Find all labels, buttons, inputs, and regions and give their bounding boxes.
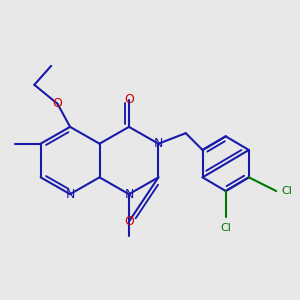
Text: N: N	[124, 188, 134, 201]
Text: O: O	[124, 215, 134, 228]
Text: N: N	[65, 188, 75, 201]
Text: Cl: Cl	[220, 223, 231, 233]
Text: N: N	[154, 137, 163, 150]
Text: O: O	[124, 93, 134, 106]
Text: Cl: Cl	[281, 186, 292, 196]
Text: O: O	[52, 97, 62, 110]
